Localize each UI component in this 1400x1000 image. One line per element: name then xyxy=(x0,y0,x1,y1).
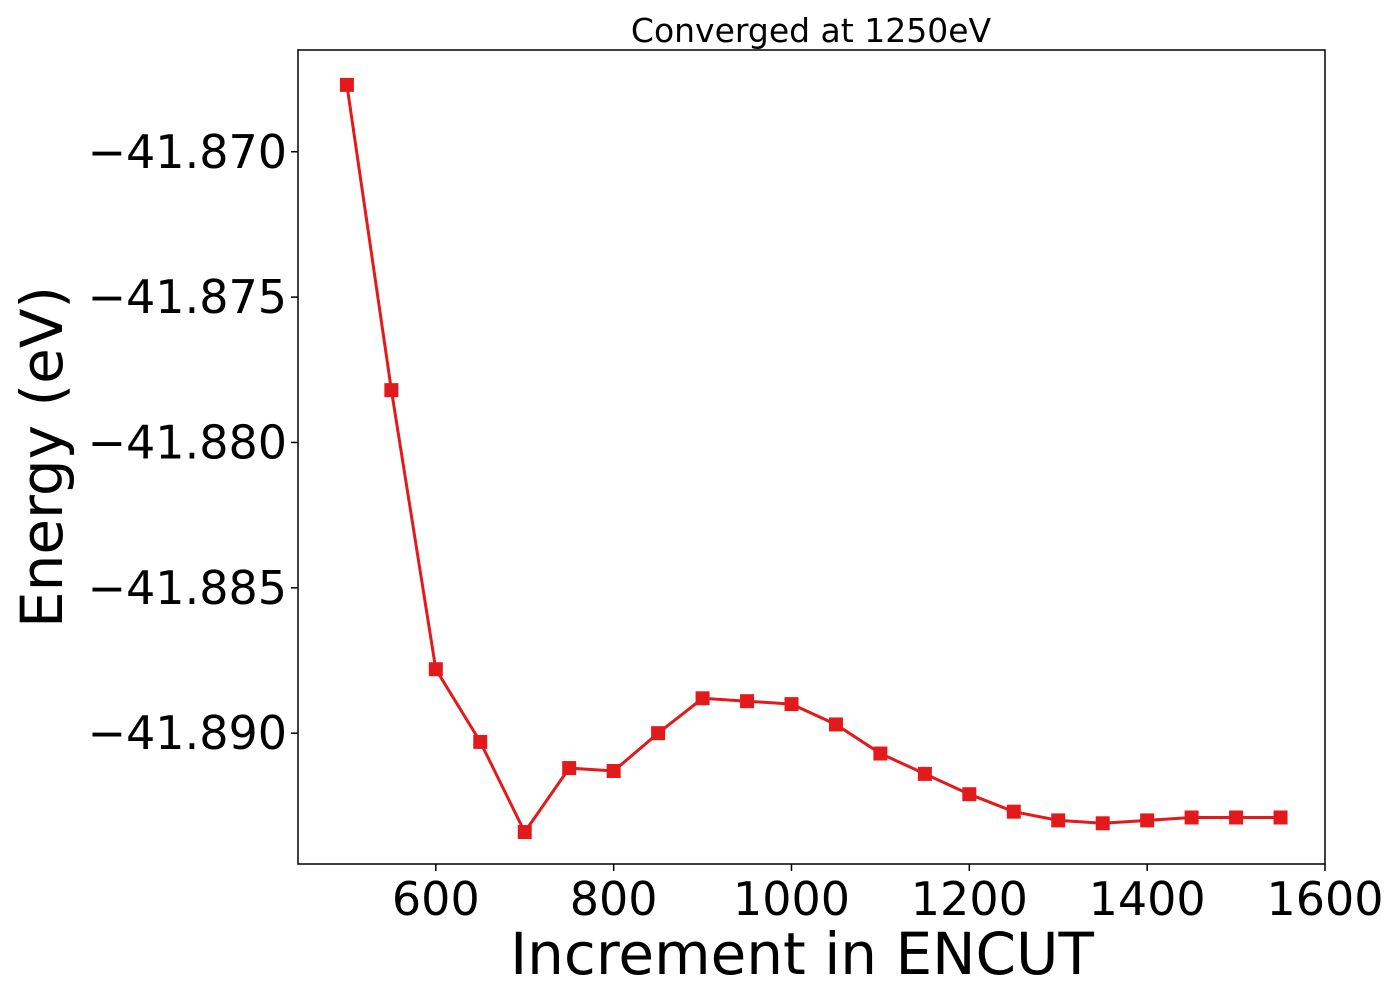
data-point xyxy=(651,726,666,741)
x-tick-label: 1600 xyxy=(1266,872,1383,926)
data-point xyxy=(562,761,577,776)
x-tick-label: 1200 xyxy=(911,872,1028,926)
y-tick-label: −41.890 xyxy=(88,706,288,760)
data-point xyxy=(1051,813,1066,828)
chart-title: Converged at 1250eV xyxy=(631,11,992,50)
y-tick-label: −41.885 xyxy=(88,561,288,615)
plot-area: 600 800 1000 1200 1400 1600 −41.870−41.875−41… xyxy=(88,49,1384,926)
data-point xyxy=(1140,813,1155,828)
data-point xyxy=(873,746,888,761)
data-point xyxy=(962,787,977,802)
data-point xyxy=(428,662,443,677)
plot-frame xyxy=(297,49,1326,865)
series-line xyxy=(345,84,1281,835)
x-tick-label: 600 xyxy=(392,872,480,926)
data-point xyxy=(1006,804,1021,819)
data-point xyxy=(828,717,843,732)
data-point xyxy=(1095,816,1110,831)
y-tick-label: −41.870 xyxy=(88,125,288,179)
x-tick-label: 800 xyxy=(570,872,658,926)
x-tick-label: 1400 xyxy=(1089,872,1206,926)
data-point xyxy=(606,763,621,778)
y-tick-label: −41.875 xyxy=(88,270,288,324)
data-point xyxy=(339,77,354,92)
x-axis: 600 800 1000 1200 1400 1600 xyxy=(392,864,1384,926)
data-point xyxy=(695,691,710,706)
data-point xyxy=(917,766,932,781)
y-axis-title: Energy (eV) xyxy=(8,286,76,628)
y-tick-label: −41.880 xyxy=(88,415,288,469)
x-tick-label: 1000 xyxy=(733,872,850,926)
data-point xyxy=(384,383,399,398)
data-point xyxy=(517,825,532,840)
series-markers xyxy=(339,77,1288,840)
data-point xyxy=(473,734,488,749)
data-point xyxy=(740,694,755,709)
data-point xyxy=(1229,810,1244,825)
data-point xyxy=(1273,810,1288,825)
x-axis-title: Increment in ENCUT xyxy=(510,920,1094,988)
data-point xyxy=(784,697,799,712)
y-axis: −41.870 −41.875 −41.880 −41.885 −41.890 xyxy=(88,125,298,760)
data-point xyxy=(1184,810,1199,825)
